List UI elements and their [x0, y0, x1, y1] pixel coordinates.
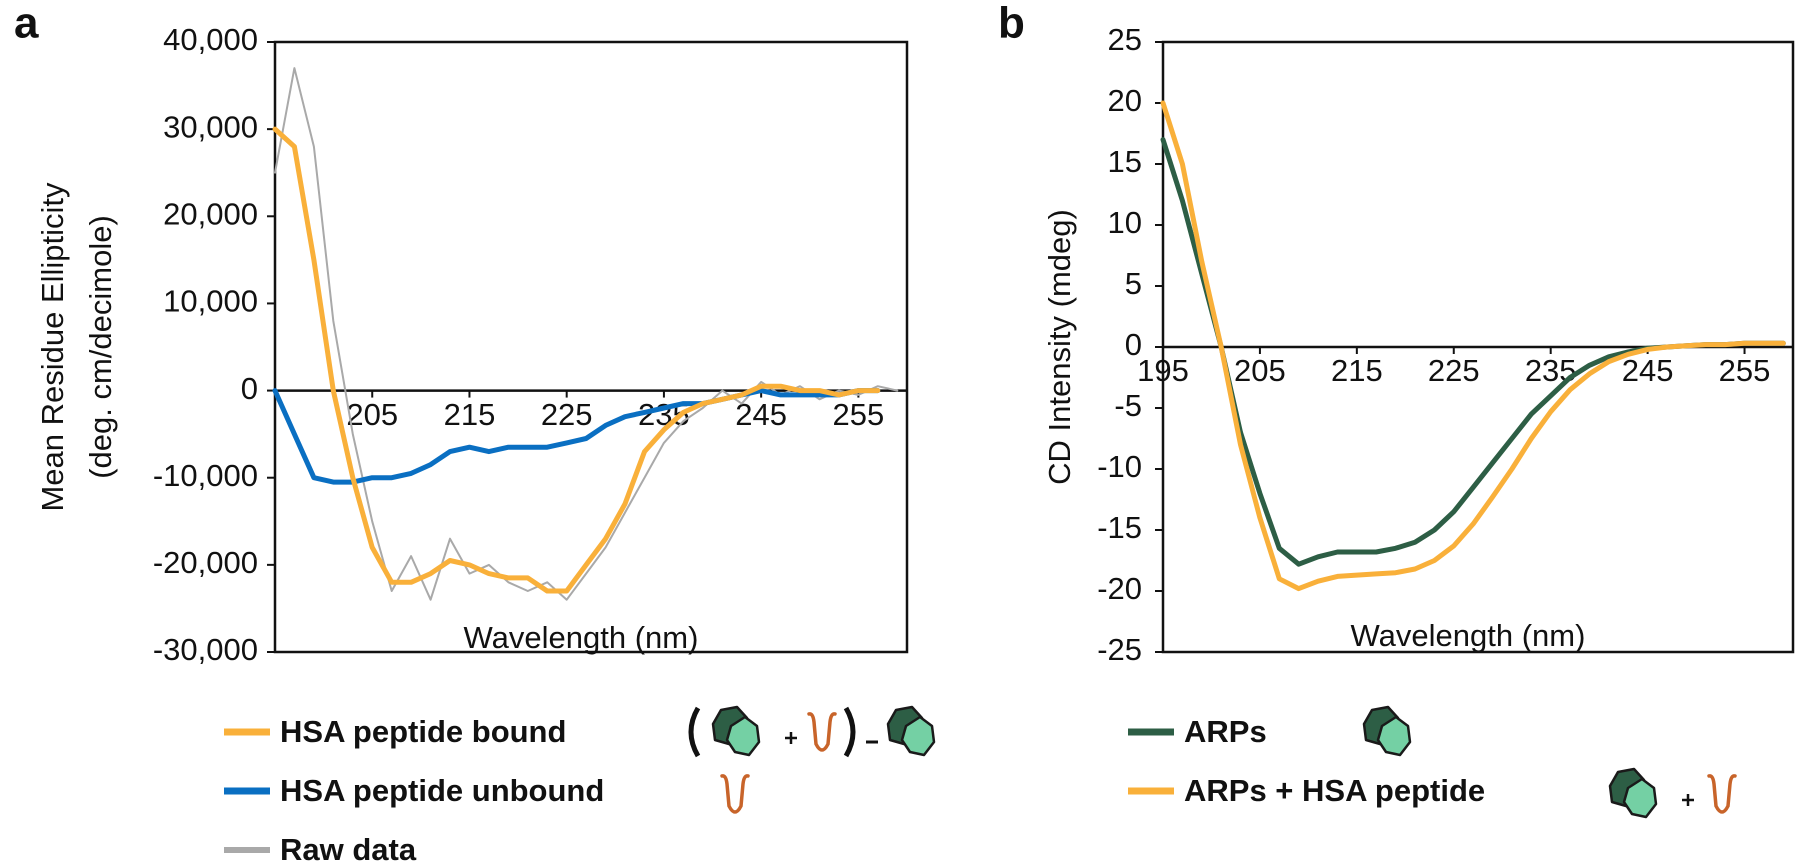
y-tick-label: -15 [1097, 510, 1142, 545]
protein-icon [711, 705, 761, 757]
data-line [274, 67, 899, 601]
legend-icons [688, 705, 1737, 819]
x-tick-label: 205 [346, 397, 398, 432]
x-tick-label: 225 [1428, 353, 1480, 388]
x-tick-label: 255 [833, 397, 885, 432]
peptide-icon [720, 774, 750, 814]
y-tick-label: -30,000 [153, 632, 258, 667]
y-axis-title: (deg. cm/decimole) [83, 215, 118, 479]
plot-frame [273, 40, 909, 654]
protein-icon [886, 705, 936, 757]
x-tick-label: 255 [1719, 353, 1771, 388]
legend-label: ARPs [1184, 714, 1267, 749]
y-tick-label: 25 [1108, 22, 1142, 57]
data-line [1160, 100, 1786, 592]
data-line [272, 126, 881, 594]
legend-label: Raw data [280, 832, 417, 867]
protein-icon [1608, 767, 1658, 819]
plus [1682, 794, 1694, 806]
y-tick-label: -5 [1114, 388, 1142, 423]
y-tick-label: 40,000 [163, 22, 258, 57]
x-axis-title: Wavelength (nm) [464, 620, 699, 655]
peptide-icon [1707, 774, 1737, 814]
x-tick-label: 195 [1137, 353, 1189, 388]
y-tick-label: 20,000 [163, 196, 258, 231]
y-tick-label: -10 [1097, 449, 1142, 484]
y-tick-label: 30,000 [163, 109, 258, 144]
y-tick-label: 5 [1125, 266, 1142, 301]
x-tick-label: 235 [1525, 353, 1577, 388]
x-tick-label: 215 [444, 397, 496, 432]
y-tick-label: 10,000 [163, 284, 258, 319]
paren [843, 706, 856, 758]
legend-label: HSA peptide bound [280, 714, 566, 749]
x-tick-label: 205 [1234, 353, 1286, 388]
legend-label: ARPs + HSA peptide [1184, 773, 1485, 808]
protein-icon [1362, 705, 1412, 757]
peptide-icon [807, 712, 837, 752]
y-axis-title: Mean Residue Ellipticity [35, 182, 70, 512]
y-tick-label: -20,000 [153, 545, 258, 580]
y-tick-label: 0 [1125, 327, 1142, 362]
y-tick-label: -10,000 [153, 458, 258, 493]
x-tick-label: 225 [541, 397, 593, 432]
y-tick-label: -20 [1097, 571, 1142, 606]
y-tick-label: 20 [1108, 83, 1142, 118]
data-line [272, 388, 881, 485]
y-tick-label: -25 [1097, 632, 1142, 667]
y-axis-title: CD Intensity (mdeg) [1042, 209, 1077, 485]
x-tick-label: 245 [1622, 353, 1674, 388]
legend-label: HSA peptide unbound [280, 773, 604, 808]
plus [785, 732, 797, 744]
panel-label: b [998, 0, 1025, 48]
y-tick-label: 0 [241, 371, 258, 406]
y-tick-label: 15 [1108, 144, 1142, 179]
paren [688, 706, 701, 758]
panel-label: a [14, 0, 39, 48]
y-tick-label: 10 [1108, 205, 1142, 240]
x-axis-title: Wavelength (nm) [1351, 618, 1586, 653]
x-tick-label: 215 [1331, 353, 1383, 388]
